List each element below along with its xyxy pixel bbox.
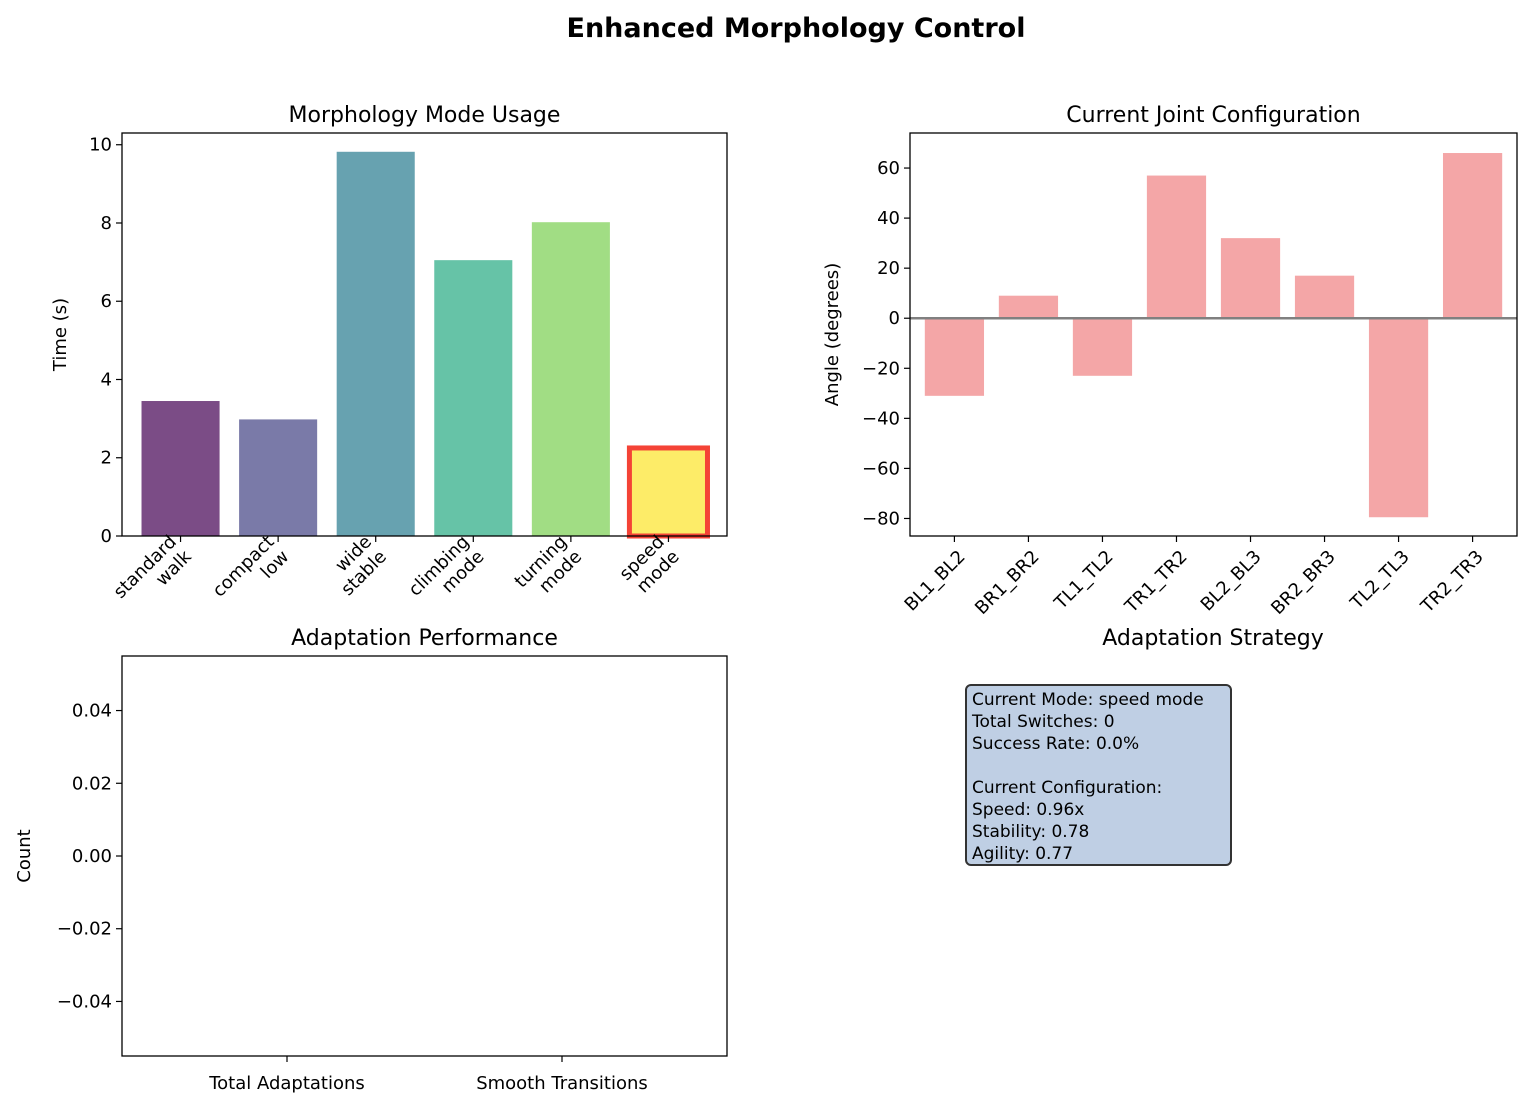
y-axis-label: Angle (degrees): [822, 263, 843, 406]
y-tick-label: 60: [877, 158, 900, 179]
bar-br2_br3: [1294, 275, 1355, 319]
strategy-title: Adaptation Strategy: [1102, 626, 1324, 651]
axes-frame: [909, 132, 1518, 537]
bar-tl1_tl2: [1072, 318, 1133, 376]
x-tick-label: BL2_BL3: [1197, 546, 1266, 615]
x-tick-label: standardwalk: [110, 531, 197, 618]
x-tick-label: Smooth Transitions: [476, 1073, 648, 1094]
x-tick-label: climbingmode: [405, 531, 489, 615]
bar-standard-walk: [141, 401, 220, 536]
chart-title: Adaptation Performance: [291, 626, 558, 651]
y-tick-label: −80: [862, 508, 900, 529]
axes-frame: [121, 655, 728, 1057]
y-tick-label: 2: [101, 448, 112, 469]
x-tick-label: speedmode: [615, 531, 683, 599]
y-tick-label: 0: [101, 526, 112, 547]
axes-frame: [121, 132, 728, 537]
y-axis-label: Time (s): [50, 298, 71, 372]
bar-bl1_bl2: [924, 318, 985, 396]
x-tick-label: compactlow: [209, 531, 294, 616]
bar-tl2_tl3: [1368, 318, 1429, 518]
x-tick-label: TL2_TL3: [1346, 546, 1414, 614]
figure-title: Enhanced Morphology Control: [567, 13, 1026, 44]
bar-speed-mode: [626, 445, 710, 539]
bar-tr2_tr3: [1442, 153, 1503, 319]
y-tick-label: 40: [877, 208, 900, 229]
x-tick-label: turningmode: [511, 531, 587, 607]
joint-configuration-chart: Current Joint Configuration Angle (degree…: [822, 103, 1518, 619]
y-axis-label: Count: [14, 829, 35, 882]
adaptation-performance-chart: Adaptation Performance Count −0.04 −0.02 0.0…: [14, 626, 728, 1094]
strategy-info-box: Current Mode: speed mode Total Switches:…: [965, 684, 1232, 866]
bar-turning-mode: [531, 222, 610, 536]
x-tick-label: widestable: [322, 531, 391, 600]
y-tick-label: 4: [101, 369, 112, 390]
y-tick-label: 0: [889, 308, 900, 329]
y-tick-label: −0.02: [57, 919, 112, 940]
y-tick-label: 6: [101, 291, 112, 312]
x-tick-label: TR2_TR3: [1416, 546, 1487, 617]
bar-climbing-mode: [434, 260, 513, 536]
x-tick-label: BL1_BL2: [901, 546, 970, 615]
mode-usage-chart: Morphology Mode Usage Time (s) 0 2 4 6 8 10 stan…: [50, 103, 728, 618]
y-tick-label: 10: [89, 135, 112, 156]
y-tick-label: −0.04: [57, 991, 112, 1012]
bar-compact-low: [239, 419, 318, 536]
bar-wide-stable: [336, 151, 415, 536]
bar-bl2_bl3: [1220, 238, 1281, 319]
y-tick-label: −40: [862, 408, 900, 429]
x-tick-label: TL1_TL2: [1050, 546, 1118, 614]
x-tick-label: BR2_BR3: [1267, 546, 1340, 619]
x-tick-label: Total Adaptations: [208, 1073, 365, 1094]
bar-br1_br2: [998, 295, 1059, 319]
chart-title: Current Joint Configuration: [1066, 103, 1360, 128]
x-tick-label: TR1_TR2: [1120, 546, 1191, 617]
y-tick-label: 20: [877, 258, 900, 279]
y-tick-label: 0.04: [72, 701, 112, 722]
chart-title: Morphology Mode Usage: [289, 103, 561, 128]
bar-tr1_tr2: [1146, 175, 1207, 319]
y-tick-label: 0.00: [72, 846, 112, 867]
y-tick-label: 0.02: [72, 773, 112, 794]
y-tick-label: −60: [862, 458, 900, 479]
y-tick-label: −20: [862, 358, 900, 379]
x-tick-label: BR1_BR2: [971, 546, 1044, 619]
y-tick-label: 8: [101, 213, 112, 234]
